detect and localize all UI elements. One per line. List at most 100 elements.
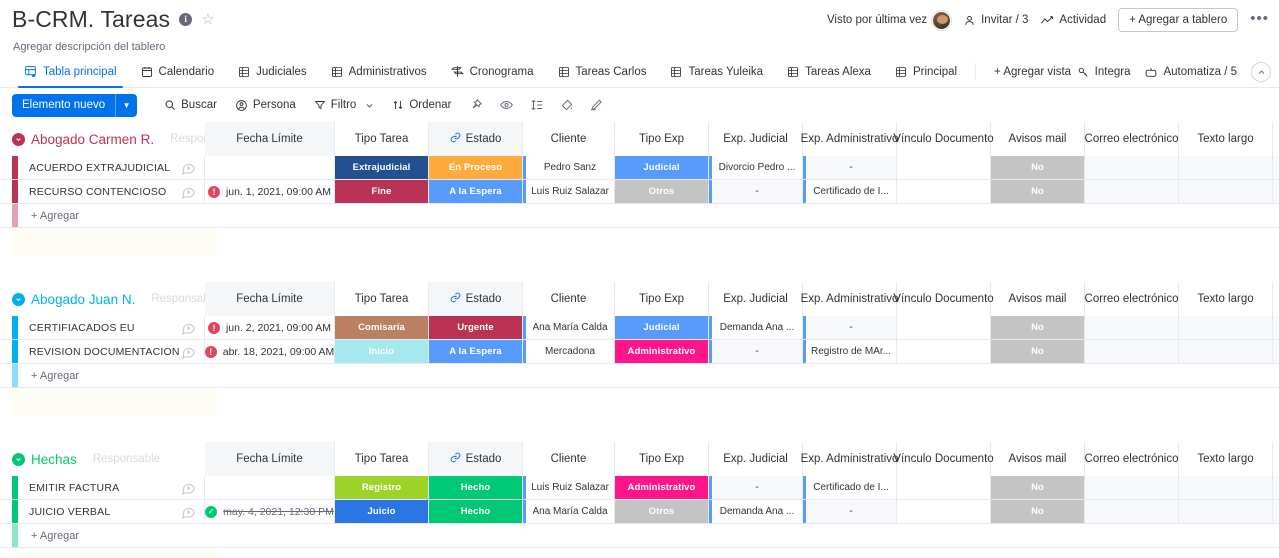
cell-item-name[interactable]: RECURSO CONTENCIOSO <box>18 180 205 203</box>
cell-exp-administrativo[interactable]: Certificado de I... <box>803 180 897 203</box>
new-item-button[interactable]: Elemento nuevo ▼ <box>12 93 138 117</box>
star-icon[interactable]: ☆ <box>201 11 215 28</box>
cell-extra[interactable] <box>1273 156 1279 179</box>
exp-administrativo-link[interactable]: Registro de MAr... <box>803 340 896 363</box>
cell-tipo-exp[interactable]: Otros <box>615 500 709 523</box>
cell-estado[interactable]: A la Espera <box>429 180 523 203</box>
cliente-link[interactable]: Ana María Calda <box>523 500 614 523</box>
cell-tipo-exp[interactable]: Otros <box>615 180 709 203</box>
column-header-texto[interactable]: Texto largo <box>1179 282 1273 316</box>
cell-avisos-mail[interactable]: No <box>991 476 1085 499</box>
column-header-extra[interactable] <box>1273 122 1279 156</box>
cell-tipo-tarea[interactable]: Inicio <box>335 340 429 363</box>
cell-cliente[interactable]: Ana María Calda <box>523 500 615 523</box>
add-update-icon[interactable] <box>181 160 196 175</box>
cell-correo-electronico[interactable] <box>1085 316 1179 339</box>
add-view-button[interactable]: + Agregar vista <box>994 65 1072 78</box>
cell-vinculo-documento[interactable] <box>897 180 991 203</box>
column-header-avisos[interactable]: Avisos mail <box>991 122 1085 156</box>
column-header-extra[interactable] <box>1273 442 1279 476</box>
collapse-group-icon[interactable] <box>12 452 25 466</box>
column-header-vinc[interactable]: Vínculo Documento <box>893 122 994 156</box>
table-row[interactable]: JUICIO VERBAL ✓ may. 4, 2021, 12:30 PM Juic… <box>0 500 1279 524</box>
cell-avisos-mail[interactable]: No <box>991 340 1085 363</box>
cell-cliente[interactable]: Luis Ruiz Salazar <box>523 180 615 203</box>
cell-tipo-tarea[interactable]: Registro <box>335 476 429 499</box>
cell-texto-largo[interactable] <box>1179 180 1273 203</box>
cell-vinculo-documento[interactable] <box>897 476 991 499</box>
exp-judicial-link[interactable]: Demanda Ana ... <box>709 500 802 523</box>
column-header-judi[interactable]: Exp. Judicial <box>709 282 803 316</box>
cell-item-name[interactable]: CERTIFIACADOS EU <box>18 316 205 339</box>
cell-fecha-limite[interactable] <box>205 476 335 499</box>
exp-judicial-link[interactable]: - <box>709 476 802 499</box>
group-handle[interactable] <box>0 122 12 156</box>
column-header-vinc[interactable]: Vínculo Documento <box>893 282 994 316</box>
cell-vinculo-documento[interactable] <box>897 500 991 523</box>
column-header-cli[interactable]: Cliente <box>523 122 615 156</box>
column-header-texto[interactable]: Texto largo <box>1179 442 1273 476</box>
add-item-label[interactable]: + Agregar <box>31 209 80 222</box>
column-header-extra[interactable] <box>1273 282 1279 316</box>
group-handle[interactable] <box>0 442 12 476</box>
cell-item-name[interactable]: EMITIR FACTURA <box>18 476 205 499</box>
invite-button[interactable]: Invitar / 3 <box>963 14 1028 27</box>
column-header-admin[interactable]: Exp. Administrativo <box>801 442 898 476</box>
column-header-correo[interactable]: Correo electrónico <box>1085 282 1179 316</box>
add-update-icon[interactable] <box>181 344 196 359</box>
add-item-row[interactable]: + Agregar <box>0 524 1279 548</box>
cell-cliente[interactable]: Luis Ruiz Salazar <box>523 476 615 499</box>
cell-cliente[interactable]: Pedro Sanz <box>523 156 615 179</box>
table-row[interactable]: ACUERDO EXTRAJUDICIAL Extrajudicial En Pro… <box>0 156 1279 180</box>
row-handle[interactable] <box>0 316 12 339</box>
add-update-icon[interactable] <box>181 480 196 495</box>
row-handle[interactable] <box>0 180 12 203</box>
exp-administrativo-link[interactable]: - <box>803 316 896 339</box>
column-header-correo[interactable]: Correo electrónico <box>1085 122 1179 156</box>
column-header-avisos[interactable]: Avisos mail <box>991 282 1085 316</box>
column-header-texto[interactable]: Texto largo <box>1179 122 1273 156</box>
add-update-icon[interactable] <box>181 320 196 335</box>
cell-texto-largo[interactable] <box>1179 156 1273 179</box>
exp-administrativo-link[interactable]: Certificado de I... <box>803 476 896 499</box>
cell-extra[interactable] <box>1273 316 1279 339</box>
column-header-date[interactable]: Fecha Límite <box>205 282 335 316</box>
activity-button[interactable]: Actividad <box>1040 14 1106 27</box>
row-handle[interactable] <box>0 476 12 499</box>
column-header-estado[interactable]: Estado <box>429 282 523 316</box>
chevron-down-icon[interactable] <box>365 101 374 110</box>
cell-exp-judicial[interactable]: - <box>709 340 803 363</box>
cell-tipo-tarea[interactable]: Extrajudicial <box>335 156 429 179</box>
cell-extra[interactable] <box>1273 476 1279 499</box>
row-handle[interactable] <box>0 500 12 523</box>
cliente-link[interactable]: Pedro Sanz <box>523 156 614 179</box>
cell-avisos-mail[interactable]: No <box>991 316 1085 339</box>
cell-tipo-exp[interactable]: Judicial <box>615 316 709 339</box>
column-header-avisos[interactable]: Avisos mail <box>991 442 1085 476</box>
cell-fecha-limite[interactable]: ✓ may. 4, 2021, 12:30 PM <box>205 500 335 523</box>
brush-icon[interactable] <box>582 98 612 112</box>
column-header-date[interactable]: Fecha Límite <box>205 442 335 476</box>
integrate-button[interactable]: Integra <box>1077 66 1130 79</box>
exp-administrativo-link[interactable]: - <box>803 500 896 523</box>
cell-exp-administrativo[interactable]: - <box>803 500 897 523</box>
cell-exp-judicial[interactable]: - <box>709 180 803 203</box>
cell-estado[interactable]: Urgente <box>429 316 523 339</box>
avatar[interactable] <box>932 10 952 30</box>
add-item-label[interactable]: + Agregar <box>31 529 80 542</box>
cell-fecha-limite[interactable]: ! abr. 18, 2021, 09:00 AM <box>205 340 335 363</box>
column-header-correo[interactable]: Correo electrónico <box>1085 442 1179 476</box>
cell-exp-judicial[interactable]: - <box>709 476 803 499</box>
cell-tipo-tarea[interactable]: Juicio <box>335 500 429 523</box>
info-icon[interactable]: i <box>179 13 193 26</box>
cell-estado[interactable]: En Proceso <box>429 156 523 179</box>
collapse-group-icon[interactable] <box>12 292 25 306</box>
cell-extra[interactable] <box>1273 500 1279 523</box>
cell-exp-judicial[interactable]: Demanda Ana ... <box>709 500 803 523</box>
cell-tipo-tarea[interactable]: Fine <box>335 180 429 203</box>
column-header-judi[interactable]: Exp. Judicial <box>709 442 803 476</box>
tab-calendario[interactable]: Calendario <box>129 56 227 87</box>
exp-judicial-link[interactable]: Demanda Ana ... <box>709 316 802 339</box>
exp-administrativo-link[interactable]: Certificado de I... <box>803 180 896 203</box>
collapse-group-icon[interactable] <box>12 132 25 146</box>
